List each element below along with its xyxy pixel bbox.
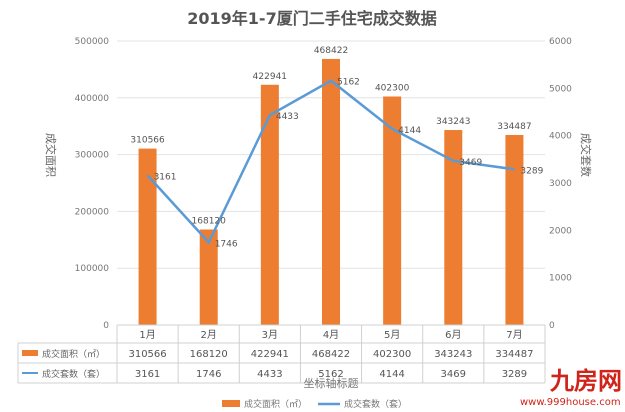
bar-data-label: 468422 [314, 46, 348, 56]
table-cell: 310566 [128, 349, 166, 360]
line-data-label: 4433 [276, 112, 299, 122]
bar [199, 229, 218, 325]
y-left-tick-label: 400000 [75, 94, 110, 104]
table-cell: 422941 [251, 349, 289, 360]
bar-data-label: 168120 [192, 217, 227, 227]
bar [260, 84, 279, 326]
line-data-label: 3289 [520, 166, 543, 176]
y-axis-right-label: 成交套数 [579, 133, 593, 177]
line-data-label: 3161 [154, 172, 177, 182]
y-left-tick-label: 0 [103, 321, 109, 331]
x-tick-label: 2月 [201, 329, 217, 341]
table-cell: 3469 [441, 369, 466, 380]
bar-data-label: 343243 [436, 117, 470, 127]
y-right-tick-label: 5000 [549, 84, 572, 94]
table-cell: 3161 [135, 369, 160, 380]
x-tick-label: 6月 [445, 329, 461, 341]
bar [138, 148, 157, 325]
bar [383, 96, 402, 326]
legend-bar-label: 成交面积（㎡） [244, 398, 307, 410]
table-row-label: 成交面积（㎡） [42, 348, 105, 360]
table-cell: 5162 [318, 369, 343, 380]
bar-data-label: 402300 [375, 83, 410, 93]
x-tick-label: 5月 [384, 329, 400, 341]
chart-title: 2019年1-7厦门二手住宅成交数据 [187, 9, 436, 28]
table-cell: 4144 [379, 369, 404, 380]
table-cell: 334487 [495, 349, 533, 360]
y-right-tick-label: 4000 [549, 132, 572, 142]
y-left-tick-label: 300000 [75, 151, 110, 161]
line-data-label: 5162 [337, 78, 360, 88]
y-left-tick-label: 100000 [75, 264, 110, 274]
legend-line-label: 成交套数（套） [344, 398, 407, 410]
line-series [146, 79, 515, 245]
table-cell: 468422 [312, 349, 350, 360]
legend-bar-swatch [222, 400, 240, 407]
x-tick-label: 3月 [262, 329, 278, 341]
table-row-label: 成交套数（套） [42, 368, 105, 380]
table-cell: 3289 [502, 369, 527, 380]
y-left-tick-label: 200000 [75, 207, 110, 217]
table-cell: 1746 [196, 369, 221, 380]
y-axis-left-label: 成交面积 [44, 133, 58, 177]
y-right-tick-label: 1000 [549, 274, 572, 284]
table-cell: 402300 [373, 349, 411, 360]
y-left-tick-label: 500000 [75, 37, 110, 47]
table-bar-swatch [22, 350, 38, 356]
line-data-label: 3469 [459, 158, 482, 168]
line-data-label: 1746 [215, 239, 238, 249]
bar [444, 130, 463, 325]
y-right-tick-label: 2000 [549, 226, 572, 236]
bar [505, 135, 524, 325]
y-right-tick-label: 0 [549, 321, 555, 331]
bar-data-label: 422941 [253, 72, 287, 82]
watermark-url: www.999house.com [520, 397, 621, 408]
x-tick-label: 1月 [139, 329, 155, 341]
bar-data-label: 310566 [130, 136, 165, 146]
watermark-logo: 九房网 [549, 367, 622, 395]
bar [322, 58, 340, 325]
y-right-tick-label: 6000 [549, 37, 572, 47]
bar-data-label: 334487 [497, 122, 531, 132]
line-data-label: 4144 [398, 126, 421, 136]
y-right-tick-label: 3000 [549, 179, 572, 189]
table-cell: 4433 [257, 369, 282, 380]
table-cell: 168120 [190, 349, 228, 360]
x-axis-title: 坐标轴标题 [304, 376, 359, 390]
x-tick-label: 7月 [506, 329, 522, 341]
table-cell: 343243 [434, 349, 472, 360]
x-tick-label: 4月 [323, 329, 339, 341]
